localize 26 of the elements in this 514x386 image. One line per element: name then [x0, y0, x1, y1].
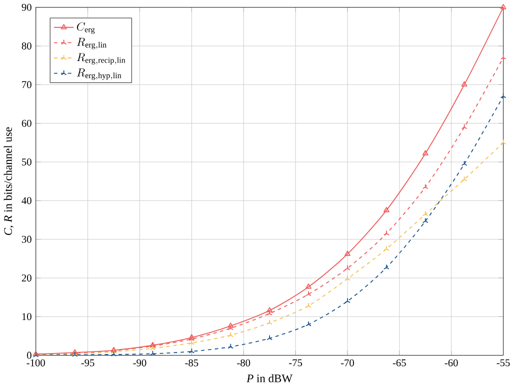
x-tick-label: -70 — [340, 359, 354, 366]
y-tick-label: 80 — [22, 42, 32, 50]
y-tick-label: 70 — [22, 81, 32, 88]
x-axis-title: P in dBW — [246, 374, 293, 382]
x-tick-label: -100 — [26, 359, 45, 366]
legend-label: $R_{\mathrm{erg,hyp,lin}}$ — [76, 68, 122, 80]
x-tick-label: -55 — [496, 359, 510, 366]
x-tick-label: -65 — [392, 359, 406, 366]
y-tick-label: 50 — [22, 158, 32, 166]
x-tick-label: -85 — [185, 359, 198, 366]
x-tick-label: -60 — [444, 359, 458, 366]
x-tick-label: -95 — [81, 359, 94, 366]
y-tick-label: 10 — [22, 313, 32, 320]
y-tick-label: 90 — [22, 4, 32, 11]
y-tick-label: 20 — [22, 274, 32, 282]
x-tick-label: -75 — [289, 359, 302, 366]
legend-label: $R_{\mathrm{erg,recip,lin}}$ — [76, 53, 126, 64]
x-tick-label: -80 — [237, 359, 250, 366]
y-tick-label: 30 — [22, 236, 32, 243]
legend-label: $R_{\mathrm{erg,lin}}$ — [76, 38, 106, 50]
y-axis-title: C, R in bits/channel use — [4, 127, 14, 235]
y-tick-label: 60 — [22, 120, 32, 127]
y-tick-label: 40 — [22, 197, 32, 204]
legend-label: $C_{\mathrm{erg}}$ — [76, 22, 95, 34]
y-tick-label: 0 — [27, 352, 32, 359]
x-tick-label: -90 — [133, 359, 146, 366]
